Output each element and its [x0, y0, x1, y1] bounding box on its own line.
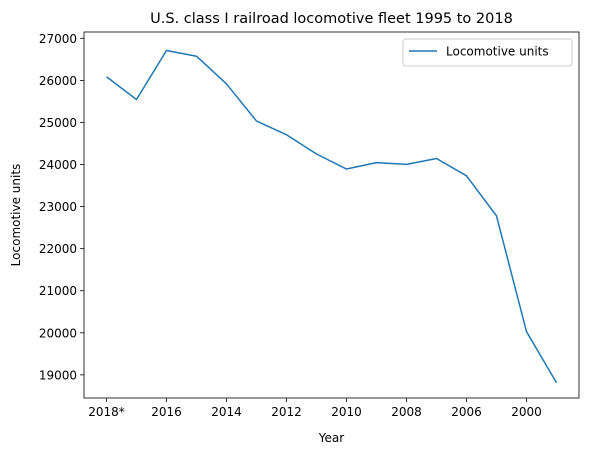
- y-tick-label: 19000: [39, 368, 77, 382]
- x-tick-label: 2000: [511, 405, 542, 419]
- y-tick-label: 27000: [39, 32, 77, 46]
- x-tick-label: 2010: [331, 405, 362, 419]
- y-tick-label: 26000: [39, 74, 77, 88]
- x-tick-label: 2016: [151, 405, 182, 419]
- y-tick-label: 25000: [39, 116, 77, 130]
- x-tick-label: 2012: [271, 405, 302, 419]
- x-tick-label: 2006: [451, 405, 482, 419]
- x-tick-label: 2008: [391, 405, 422, 419]
- series-line-locomotive-units: [106, 49, 558, 384]
- chart-title: U.S. class I railroad locomotive fleet 1…: [150, 11, 513, 27]
- plot-frame: [83, 31, 580, 399]
- y-axis-label: Locomotive units: [9, 164, 23, 267]
- legend: Locomotive units: [402, 38, 573, 67]
- y-tick-label: 21000: [39, 284, 77, 298]
- y-tick-label: 20000: [39, 326, 77, 340]
- y-tick-label: 22000: [39, 242, 77, 256]
- x-tick-label: 2014: [211, 405, 242, 419]
- x-tick-label: 2018*: [88, 405, 125, 419]
- x-axis-label: Year: [318, 431, 344, 445]
- y-tick-label: 23000: [39, 200, 77, 214]
- legend-box: [402, 38, 573, 67]
- legend-entry-label: Locomotive units: [446, 45, 549, 59]
- y-tick-label: 24000: [39, 158, 77, 172]
